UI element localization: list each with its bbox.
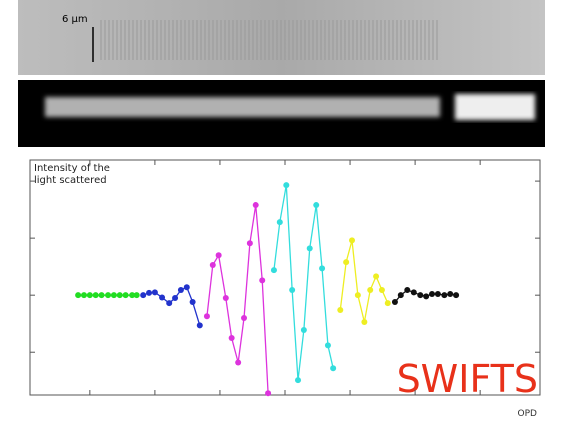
- point: [276, 219, 283, 226]
- annotation: SWIFTS: [397, 357, 538, 401]
- point: [203, 313, 210, 320]
- point: [259, 277, 266, 284]
- point: [133, 292, 140, 299]
- point: [105, 292, 112, 299]
- point: [391, 299, 398, 306]
- point: [417, 292, 424, 299]
- series-line: [339, 240, 389, 323]
- y-label: Intensity of the light scattered: [34, 163, 110, 186]
- point: [98, 292, 105, 299]
- point: [306, 245, 313, 252]
- point: [246, 240, 253, 247]
- point: [354, 292, 361, 299]
- point: [300, 326, 307, 333]
- point: [241, 314, 248, 321]
- point: [289, 287, 296, 294]
- point: [330, 365, 337, 372]
- point: [447, 291, 454, 298]
- point: [209, 261, 216, 268]
- point: [140, 292, 147, 299]
- point: [122, 292, 129, 299]
- point: [252, 202, 259, 209]
- point: [434, 291, 441, 298]
- point: [228, 334, 235, 341]
- point: [378, 287, 385, 294]
- point: [196, 322, 203, 329]
- point: [397, 292, 404, 299]
- point: [367, 287, 374, 294]
- point: [410, 289, 417, 296]
- point: [80, 292, 87, 299]
- series-line: [273, 184, 334, 381]
- point: [373, 273, 380, 280]
- y-label-box: Intensity of the light scattered: [34, 163, 110, 186]
- point: [343, 259, 350, 266]
- point: [429, 291, 436, 298]
- point: [110, 292, 117, 299]
- point: [337, 307, 344, 314]
- point: [423, 293, 430, 300]
- point: [324, 342, 331, 349]
- x-label: OPD: [518, 409, 538, 419]
- point: [189, 299, 196, 306]
- point: [172, 295, 179, 302]
- point: [453, 292, 460, 299]
- point: [270, 267, 277, 274]
- point: [361, 318, 368, 325]
- point: [222, 295, 229, 302]
- point: [404, 287, 411, 294]
- point: [215, 252, 222, 259]
- scale-label: 6 µm: [62, 14, 88, 25]
- point: [283, 182, 290, 189]
- point: [349, 237, 356, 244]
- point: [159, 294, 166, 301]
- glow: [45, 94, 535, 120]
- point: [151, 289, 158, 296]
- point: [75, 292, 82, 299]
- point: [319, 265, 326, 272]
- point: [166, 300, 173, 307]
- point: [295, 377, 302, 384]
- point: [92, 292, 99, 299]
- point: [441, 292, 448, 299]
- point: [313, 202, 320, 209]
- point: [146, 289, 153, 296]
- point: [129, 292, 136, 299]
- point: [86, 292, 93, 299]
- point: [183, 284, 190, 291]
- point: [235, 359, 242, 366]
- point: [116, 292, 123, 299]
- point: [265, 390, 272, 397]
- point: [384, 300, 391, 307]
- point: [177, 287, 184, 294]
- grating: [100, 20, 440, 60]
